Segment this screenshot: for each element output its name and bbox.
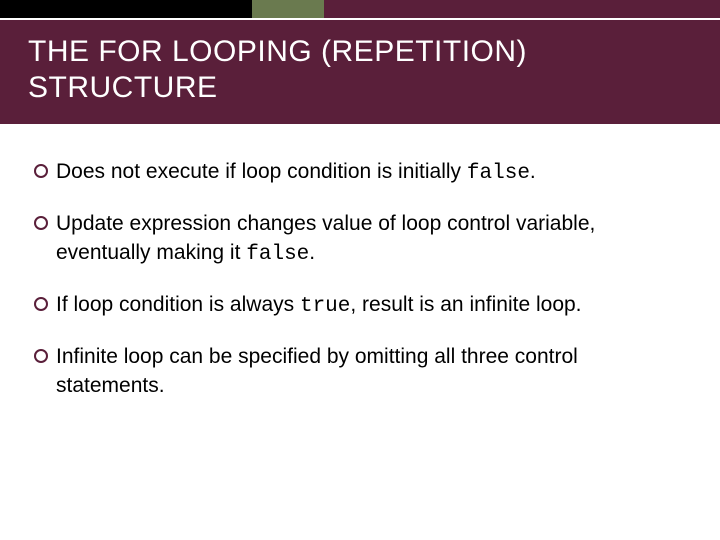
bullet-item: If loop condition is always true, result… [34,291,686,321]
top-bar-segment-black [0,0,252,18]
body-text: . [530,160,536,183]
bullet-circle-icon [34,164,48,178]
bullet-text: Infinite loop can be specified by omitti… [56,343,686,400]
bullet-circle-icon [34,216,48,230]
bullet-text: Does not execute if loop condition is in… [56,158,536,188]
bullet-item: Infinite loop can be specified by omitti… [34,343,686,400]
top-bar-segment-maroon [324,0,720,18]
code-text: true [300,295,350,318]
bullet-item: Does not execute if loop condition is in… [34,158,686,188]
slide-title: THE FOR LOOPING (REPETITION) STRUCTURE [28,34,692,106]
body-text: . [309,241,315,264]
content-area: Does not execute if loop condition is in… [0,124,720,442]
body-text: If loop condition is always [56,293,300,316]
bullet-circle-icon [34,297,48,311]
title-line-2: STRUCTURE [28,71,218,104]
body-text: Does not execute if loop condition is in… [56,160,467,183]
body-text: , result is an infinite loop. [350,293,581,316]
bullet-circle-icon [34,349,48,363]
top-bar-segment-olive [252,0,324,18]
title-line-1: THE FOR LOOPING (REPETITION) [28,35,527,68]
bullet-item: Update expression changes value of loop … [34,210,686,269]
body-text: Infinite loop can be specified by omitti… [56,345,578,396]
code-text: false [246,243,309,266]
bullet-text: Update expression changes value of loop … [56,210,686,269]
bullet-text: If loop condition is always true, result… [56,291,582,321]
body-text: Update expression changes value of loop … [56,212,595,263]
top-accent-bar [0,0,720,18]
code-text: false [467,162,530,185]
title-block: THE FOR LOOPING (REPETITION) STRUCTURE [0,18,720,124]
